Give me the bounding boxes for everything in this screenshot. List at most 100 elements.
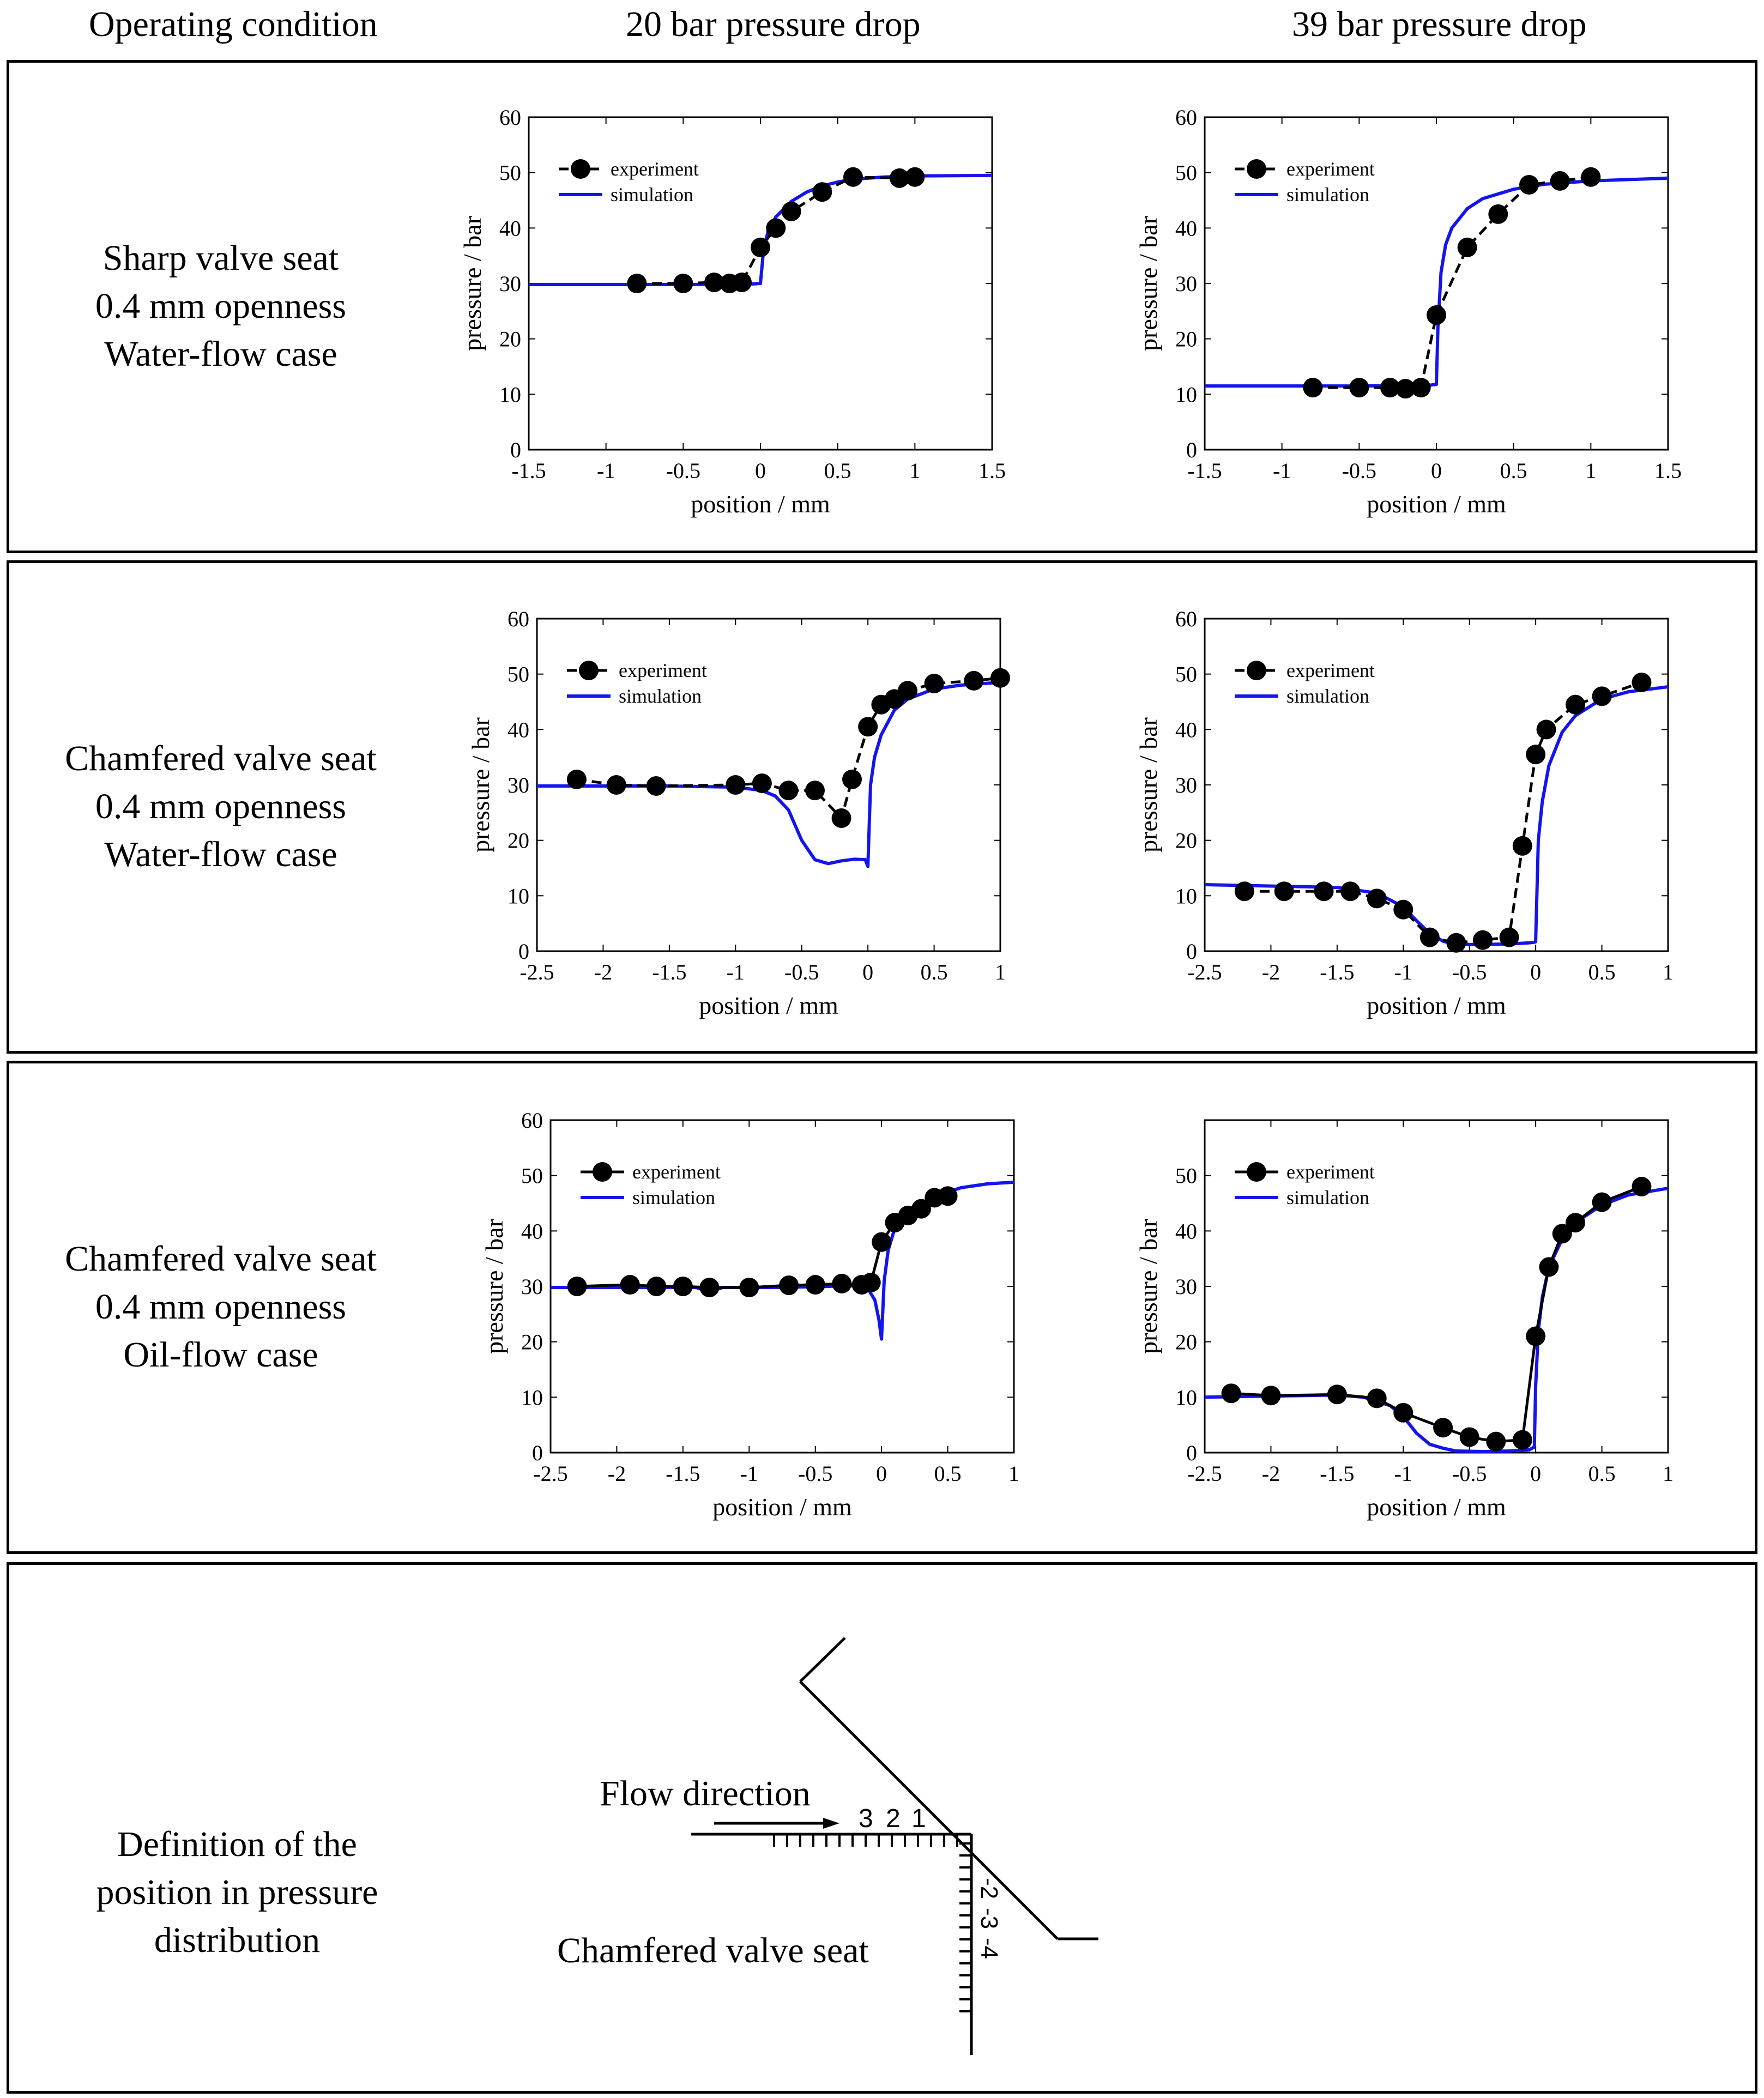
experiment-point: [647, 1277, 667, 1296]
vertical-position-ticks: [959, 1842, 971, 2012]
experiment-point: [1512, 1430, 1532, 1450]
y-tick-label: 40: [521, 1219, 543, 1243]
chart-svg: -2.5 -2 -1.5 -1 -0.5 0 0.5 101020304050position…: [1134, 1119, 1674, 1521]
experiment-point: [778, 781, 799, 801]
legend-experiment-marker: [579, 661, 599, 680]
x-tick-label: -1.5: [1187, 458, 1222, 483]
experiment-point: [1473, 930, 1493, 950]
experiment-point: [620, 1274, 640, 1295]
experiment-point: [1499, 927, 1519, 947]
legend-simulation-label: simulation: [619, 685, 702, 707]
header-operating-condition: Operating condition: [89, 4, 378, 44]
x-tick-label: 0: [1530, 1461, 1541, 1486]
x-tick-label: -1: [1394, 960, 1412, 984]
y-tick-label: 0: [518, 939, 529, 964]
position-mark-1: 1: [911, 1804, 926, 1833]
experiment-point: [751, 237, 770, 257]
x-tick-label: -1.5: [1320, 960, 1354, 984]
experiment-point: [673, 274, 693, 293]
x-tick-label: -1.5: [666, 1461, 700, 1486]
experiment-point: [842, 769, 862, 789]
experiment-point: [1459, 1427, 1479, 1447]
y-tick-label: 50: [521, 1164, 543, 1188]
experiment-point: [1314, 881, 1334, 902]
x-tick-label: 0.5: [1588, 1461, 1616, 1486]
experiment-point: [699, 1278, 720, 1298]
experiment-point: [1419, 927, 1440, 947]
legend-experiment-label: experiment: [619, 660, 707, 681]
experiment-point: [858, 717, 878, 737]
x-tick-label: 0.5: [1500, 458, 1527, 483]
experiment-point: [911, 1199, 931, 1219]
y-tick-label: 30: [1175, 773, 1197, 797]
chart-chamfered-water-20bar: -2.5 -2 -1.5 -1 -0.5 0 0.5 1 0 10 20 30 40 50 60 positi…: [466, 605, 1011, 1096]
experiment-point: [1234, 881, 1254, 902]
x-tick-label: 1: [1663, 960, 1674, 984]
position-mark-2: 2: [886, 1804, 901, 1833]
x-tick-label: -0.5: [1342, 458, 1376, 483]
x-tick-label: -0.5: [666, 458, 700, 483]
condition-line: Water-flow case: [104, 334, 337, 374]
chart-svg: -2.5 -2 -1.5 -1 -0.5 0 0.5 10102030405060positi…: [1134, 607, 1674, 1019]
experiment-point: [1632, 1177, 1652, 1196]
chart-chamfered-oil-39bar: -2.5 -2 -1.5 -1 -0.5 0 0.5 1 0 10 20 30 40 50 position…: [1134, 1107, 1679, 1597]
x-axis-label: position / mm: [1367, 1493, 1506, 1521]
experiment-point: [1486, 1431, 1506, 1452]
x-tick-label: 0: [876, 1461, 887, 1486]
y-tick-label: 10: [1175, 884, 1197, 908]
experiment-line: [576, 676, 1001, 821]
x-tick-label: -0.5: [798, 1461, 832, 1486]
experiment-point: [732, 272, 752, 292]
y-tick-label: 30: [1175, 1274, 1197, 1299]
experiment-point: [1539, 1257, 1559, 1277]
experiment-point: [1393, 1402, 1413, 1423]
y-tick-label: 0: [1186, 939, 1197, 964]
condition-line: 0.4 mm openness: [95, 787, 347, 826]
y-tick-label: 20: [1175, 829, 1197, 853]
panel-definition: [7, 1562, 1757, 2094]
legend-experiment-label: experiment: [611, 158, 699, 180]
position-definition-diagram: Flow direction Chamfered valve seat 3 2 …: [545, 1613, 1145, 2063]
condition-line: 0.4 mm openness: [95, 1287, 347, 1327]
experiment-point: [1367, 888, 1387, 909]
x-tick-label: 1: [1585, 458, 1596, 483]
y-tick-label: 10: [1175, 1385, 1197, 1410]
experiment-point: [924, 673, 944, 693]
condition-line: distribution: [154, 1920, 321, 1960]
x-tick-label: 1.5: [1654, 458, 1682, 483]
y-tick-label: 30: [508, 773, 529, 797]
experiment-point: [990, 668, 1010, 688]
x-axis-label: position / mm: [712, 1493, 852, 1521]
experiment-point: [627, 274, 647, 293]
y-tick-label: 20: [1175, 327, 1197, 352]
experiment-point: [1526, 1326, 1546, 1346]
y-tick-label: 50: [1175, 1164, 1197, 1188]
condition-line: position in pressure: [96, 1872, 378, 1912]
experiment-point: [1457, 237, 1477, 257]
experiment-point: [1340, 881, 1361, 902]
y-tick-label: 50: [1175, 161, 1197, 185]
experiment-point: [1592, 686, 1612, 706]
y-tick-label: 40: [1175, 216, 1197, 240]
experiment-point: [1274, 881, 1294, 902]
legend-experiment-marker: [1247, 1162, 1266, 1182]
legend-experiment-marker: [1247, 159, 1266, 179]
flow-arrow-head: [823, 1818, 839, 1829]
y-tick-label: 20: [1175, 1330, 1197, 1355]
header-39-bar: 39 bar pressure drop: [1292, 4, 1587, 44]
y-tick-label: 10: [499, 382, 521, 407]
condition-definition: Definition of the position in pressure d…: [38, 1821, 436, 1964]
chamfered-seat-label: Chamfered valve seat: [557, 1931, 869, 1970]
experiment-point: [1380, 378, 1400, 398]
y-axis-label: pressure / bar: [458, 216, 486, 351]
x-tick-label: 0.5: [921, 960, 948, 984]
experiment-point: [805, 781, 825, 801]
experiment-point: [1488, 204, 1508, 224]
x-tick-label: -1.5: [511, 458, 546, 483]
x-tick-label: -1: [727, 960, 745, 984]
x-tick-label: -0.5: [1452, 960, 1487, 984]
experiment-point: [861, 1272, 881, 1292]
plot-area: [1204, 618, 1669, 952]
experiment-point: [964, 670, 984, 691]
experiment-point: [1550, 171, 1570, 191]
